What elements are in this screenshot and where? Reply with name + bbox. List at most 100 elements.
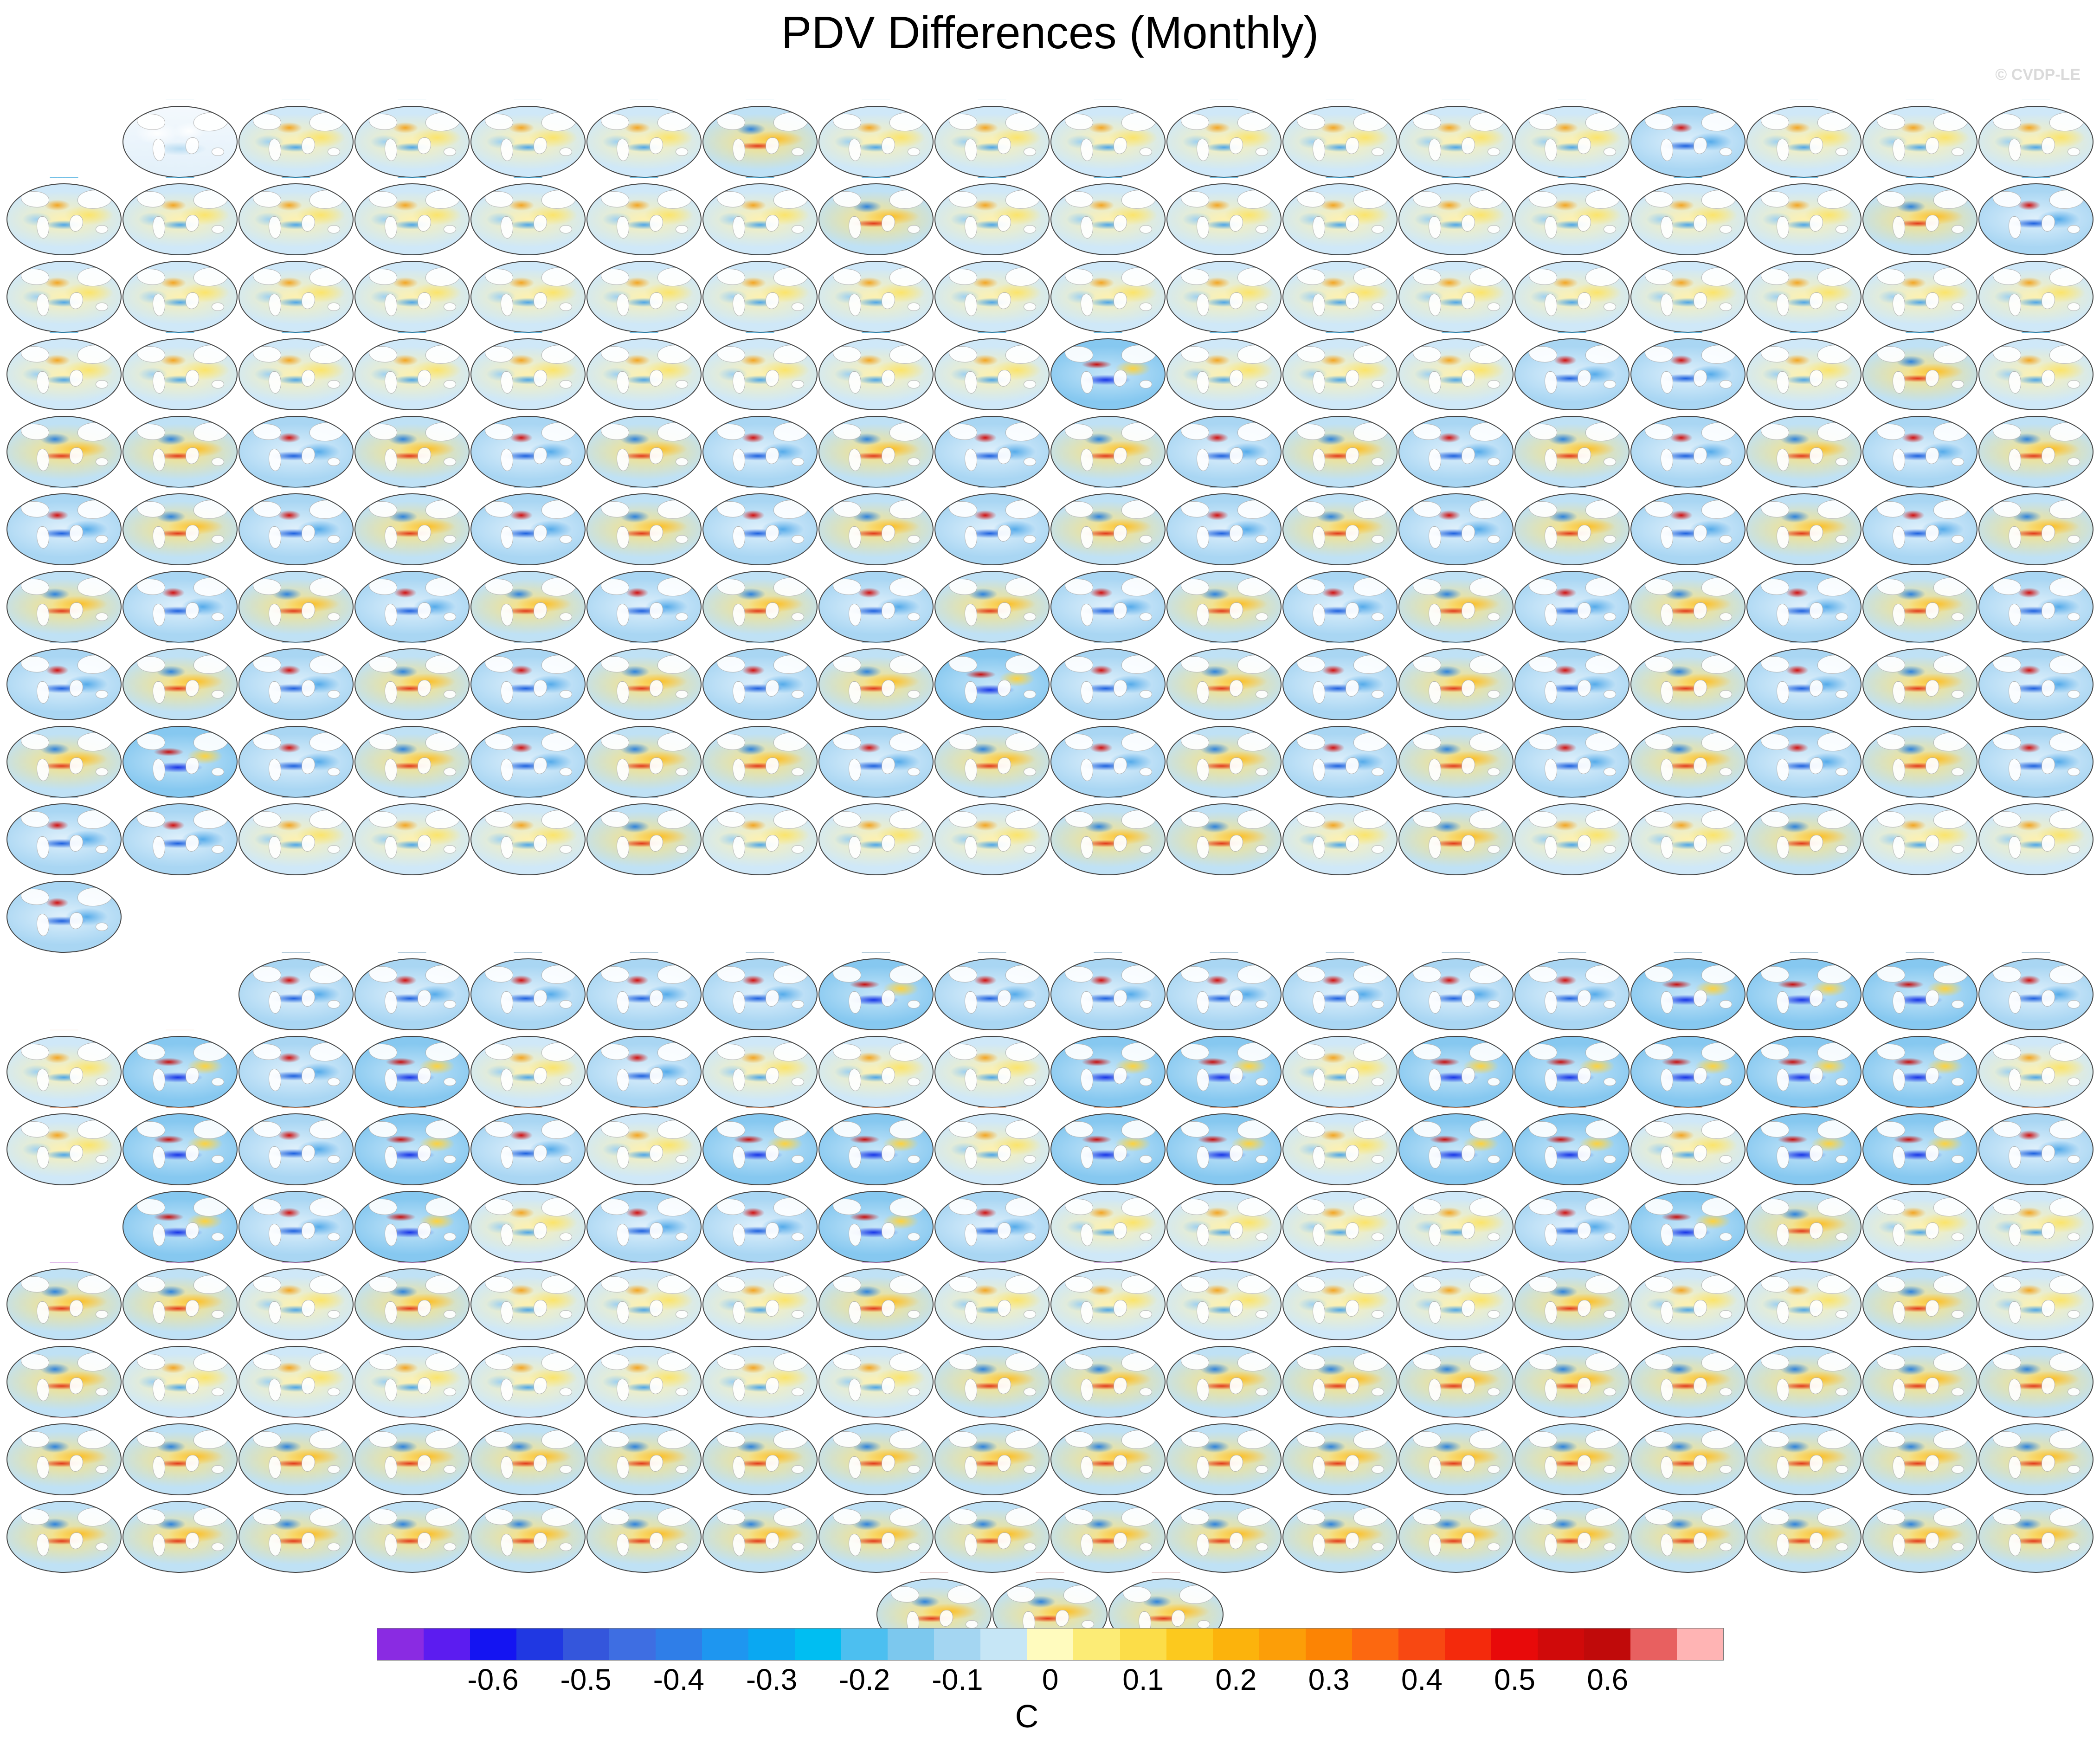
sst-difference-map	[238, 1423, 354, 1495]
map-panel-label: –––––––––––	[746, 1028, 774, 1033]
land-mask	[1462, 990, 1475, 1007]
land-mask	[418, 292, 432, 309]
land-mask	[1346, 757, 1359, 774]
map-panel: –––––––––––	[934, 252, 1050, 334]
land-mask	[1413, 114, 1441, 130]
land-mask	[1197, 1224, 1209, 1246]
land-mask	[1761, 1354, 1789, 1370]
sst-difference-map	[1862, 106, 1978, 178]
land-mask	[96, 1542, 108, 1551]
land-mask	[153, 836, 165, 859]
land-mask	[657, 500, 693, 519]
land-mask	[1661, 759, 1673, 781]
land-mask	[1993, 1276, 2021, 1293]
sst-difference-map	[818, 106, 934, 178]
land-mask	[908, 767, 920, 776]
land-mask	[1005, 1120, 1041, 1139]
sst-difference-map	[470, 1346, 586, 1418]
land-mask	[153, 294, 165, 316]
land-mask	[541, 1430, 577, 1449]
map-panel: –––––––––––	[1514, 640, 1630, 722]
land-mask	[882, 1145, 895, 1162]
map-panel: –––––––––––	[1166, 717, 1282, 799]
land-mask	[1836, 612, 1848, 621]
land-mask	[96, 1155, 108, 1164]
land-mask	[1952, 457, 1964, 466]
sst-difference-map	[1978, 1501, 2094, 1573]
sst-difference-map	[1050, 571, 1166, 643]
map-panel-label: –––––––––––	[166, 407, 194, 413]
land-mask	[1081, 139, 1093, 161]
sst-difference-map	[818, 803, 934, 875]
map-panel-label: –––––––––––	[1442, 1260, 1470, 1265]
map-panel: –––––––––––	[1398, 717, 1514, 799]
map-panel-label: –––––––––––	[282, 407, 310, 413]
map-panel: –––––––––––	[354, 640, 470, 722]
map-panel: –––––––––––	[702, 1260, 818, 1342]
sst-difference-map	[354, 1423, 470, 1495]
land-mask	[485, 424, 513, 440]
sst-difference-map	[122, 1268, 238, 1340]
map-panel: –––––––––––	[238, 1415, 354, 1497]
map-panel-label: –––––––––––	[978, 485, 1006, 490]
map-panel: –––––––––––	[934, 562, 1050, 644]
land-mask	[1694, 215, 1707, 232]
map-panel: –––––––––––	[934, 717, 1050, 799]
land-mask	[1810, 990, 1823, 1007]
sst-difference-map	[1746, 571, 1862, 643]
land-mask	[1604, 1000, 1616, 1009]
land-mask	[534, 1532, 548, 1549]
sst-difference-map	[1398, 338, 1514, 410]
land-mask	[1469, 1042, 1505, 1062]
land-mask	[485, 346, 513, 363]
map-panel-label: –––––––––––	[1790, 717, 1818, 723]
land-mask	[1777, 759, 1789, 781]
land-mask	[1429, 604, 1441, 626]
land-mask	[1777, 604, 1789, 626]
land-mask	[153, 681, 165, 704]
land-mask	[1993, 1044, 2021, 1060]
land-mask	[733, 1069, 745, 1091]
map-panel-label: –––––––––––	[862, 1028, 890, 1033]
land-mask	[1140, 457, 1152, 466]
land-mask	[949, 1509, 977, 1525]
map-panel: –––––––––––	[934, 97, 1050, 179]
land-mask	[1578, 215, 1591, 232]
land-mask	[1346, 1145, 1359, 1162]
land-mask	[1810, 215, 1823, 232]
map-panel: –––––––––––	[1978, 1493, 2094, 1574]
land-mask	[1005, 1197, 1041, 1217]
land-mask	[137, 1121, 165, 1138]
map-panel-label: –––––––––––	[1326, 1415, 1354, 1420]
land-mask	[650, 447, 663, 464]
sst-difference-map	[934, 493, 1050, 565]
map-panel: –––––––––––	[1282, 175, 1398, 257]
land-mask	[212, 457, 224, 466]
land-mask	[212, 302, 224, 311]
land-mask	[949, 1354, 977, 1370]
sst-difference-map	[702, 106, 818, 178]
map-panel: –––––––––––	[1050, 950, 1166, 1032]
map-panel-label: –––––––––––	[1094, 407, 1122, 413]
land-mask	[1024, 1000, 1036, 1009]
land-mask	[1413, 1509, 1441, 1525]
map-panel-label: –––––––––––	[166, 1338, 194, 1343]
map-panel: –––––––––––	[1862, 1105, 1978, 1187]
land-mask	[949, 734, 977, 750]
map-panel-label: –––––––––––	[1442, 562, 1470, 568]
land-mask	[1661, 1224, 1673, 1246]
land-mask	[369, 966, 397, 983]
sst-difference-map	[1166, 958, 1282, 1030]
land-mask	[1197, 216, 1209, 239]
sst-difference-map	[6, 1268, 122, 1340]
map-panel: –––––––––––	[586, 795, 702, 877]
land-mask	[1545, 1224, 1557, 1246]
land-mask	[1836, 1387, 1848, 1396]
land-mask	[186, 1455, 200, 1472]
land-mask	[1645, 501, 1673, 518]
map-panel-label: –––––––––––	[630, 640, 658, 645]
sst-difference-map	[1050, 1113, 1166, 1185]
map-panel-label: –––––––––––	[1210, 330, 1238, 335]
land-mask	[501, 1301, 513, 1324]
land-mask	[1720, 1232, 1732, 1241]
